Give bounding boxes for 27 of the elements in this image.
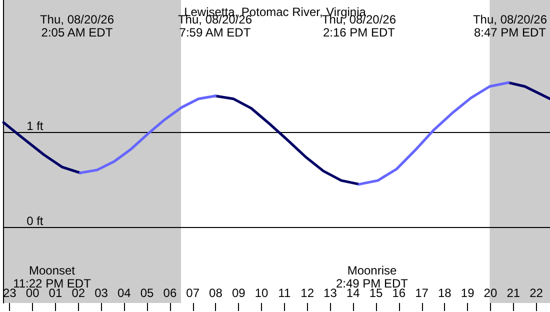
y-tick-label: 1 ft <box>26 119 44 134</box>
x-tick-label: 21 <box>506 286 520 300</box>
x-tick-label: 17 <box>415 286 429 300</box>
x-tick-label: 15 <box>369 286 383 300</box>
x-tick-label: 03 <box>94 286 108 300</box>
x-tick-label: 22 <box>530 286 544 300</box>
x-tick-label: 09 <box>232 286 246 300</box>
y-tick-label: 0 ft <box>26 214 44 228</box>
x-tick-label: 11 <box>278 286 291 300</box>
x-tick-label: 06 <box>163 286 177 300</box>
x-tick-label: 04 <box>117 286 132 300</box>
x-tick-label: 13 <box>324 286 338 300</box>
annotation: Thu, 08/20/26 2:05 AM EDT <box>40 12 114 40</box>
x-tick-label: 23 <box>2 286 17 300</box>
x-tick-label: 07 <box>186 286 200 300</box>
x-tick-label: 20 <box>484 286 498 300</box>
x-tick-label: 10 <box>254 286 269 300</box>
x-tick-label: 16 <box>392 286 406 300</box>
x-tick-label: 05 <box>140 286 154 300</box>
x-tick-label: 01 <box>48 286 62 300</box>
x-tick-label: 12 <box>300 286 314 300</box>
x-tick-label: 00 <box>26 286 40 300</box>
x-tick-label: 02 <box>72 286 86 300</box>
x-tick-label: 18 <box>438 286 452 300</box>
annotation: Thu, 08/20/26 8:47 PM EDT <box>472 12 548 40</box>
x-tick-label: 19 <box>460 286 475 300</box>
x-tick-label: 08 <box>209 286 223 300</box>
